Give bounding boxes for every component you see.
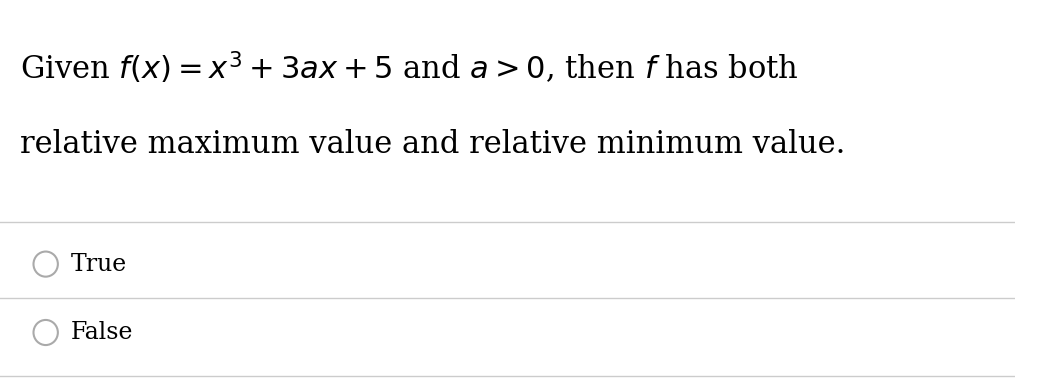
Text: False: False [71,321,134,344]
Text: relative maximum value and relative minimum value.: relative maximum value and relative mini… [20,129,845,160]
Text: True: True [71,253,128,276]
Text: Given $f(x) = x^3 + 3ax + 5$ and $a > 0$, then $f$ has both: Given $f(x) = x^3 + 3ax + 5$ and $a > 0$… [20,50,799,87]
